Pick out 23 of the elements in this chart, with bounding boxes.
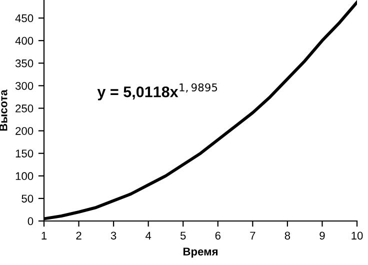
x-tick-label: 1 [42,232,47,240]
y-tick-label: 450 [15,14,34,22]
y-tick-label: 150 [16,150,34,158]
x-tick-label: 4 [146,232,152,240]
x-tick-label: 8 [284,232,290,240]
y-tick-label: 250 [16,104,34,112]
y-tick-label: 100 [16,172,34,180]
x-tick-label: 5 [180,232,186,240]
x-tick-label: 2 [76,232,82,240]
annotation: y = 5,0118x$^{1,9895}$ [97,83,218,100]
y-tick-label: 350 [15,59,34,68]
y-axis-title: Высота [0,90,8,131]
y-tick-label: 400 [15,36,34,45]
x-tick-label: 9 [320,232,325,240]
x-axis-title: Время [183,248,218,258]
y-tick-label: 300 [15,82,34,90]
x-tick-label: 3 [110,232,116,240]
y-tick-label: 0 [28,217,34,226]
x-tick-label: 7 [250,232,256,240]
x-tick-label: 10 [352,232,363,240]
y-tick-label: 50 [22,194,34,203]
y-tick-label: 200 [16,127,34,135]
x-tick-label: 6 [215,232,220,240]
